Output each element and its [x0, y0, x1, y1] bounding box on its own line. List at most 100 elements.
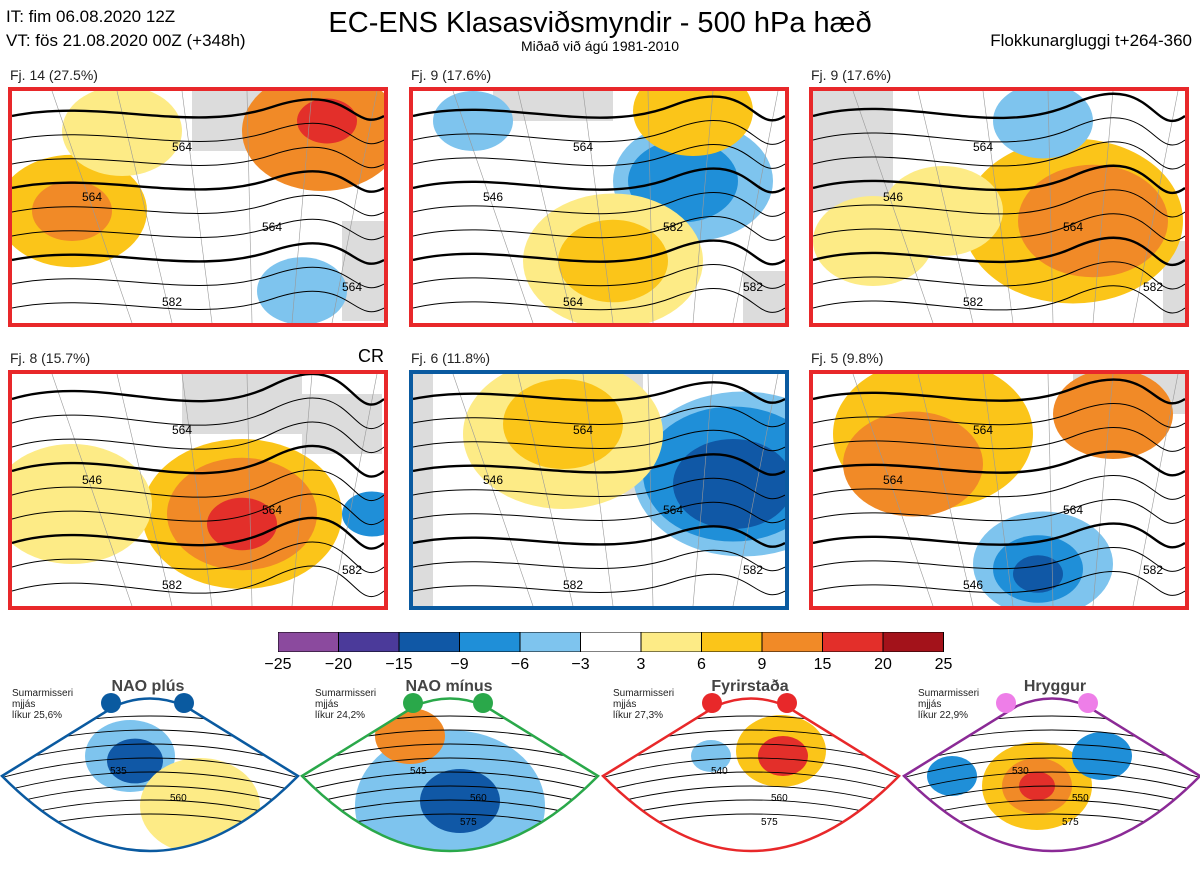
height-contour [813, 378, 1185, 405]
contour-label: 564 [262, 220, 282, 234]
height-contour [813, 547, 1185, 572]
graticule-line [582, 91, 614, 323]
anomaly-shading [342, 491, 384, 537]
cluster-map-panel: 564 564 564 582 564 [8, 87, 388, 327]
height-contour [12, 374, 384, 406]
height-contour [603, 785, 899, 807]
map-canvas: 546 564 582 564 582 [413, 91, 785, 323]
height-contour [12, 290, 384, 313]
height-contour [12, 194, 384, 217]
height-contour [302, 785, 598, 807]
height-contour [413, 95, 785, 122]
height-contour [12, 469, 384, 502]
height-contour [12, 242, 384, 265]
regime-marker-dot [996, 693, 1016, 713]
contour-label: 546 [483, 473, 503, 487]
colorbar-tick: 6 [697, 656, 706, 673]
panel-label: Fj. 9 (17.6%) [411, 67, 492, 83]
contour-label: 546 [883, 190, 903, 204]
map-canvas: 546 564 564 582 582 [12, 374, 384, 606]
regime-map: 540 560 575 [601, 693, 901, 853]
contour-label: 564 [342, 280, 362, 294]
colorbar-swatch [278, 632, 339, 652]
anomaly-shading [843, 411, 983, 517]
contour-label: 582 [162, 578, 182, 592]
graticule-line [181, 91, 213, 323]
graticule-line [331, 374, 378, 606]
height-contour [12, 98, 384, 121]
regime-marker-dot [174, 693, 194, 713]
graticule-line [732, 91, 779, 323]
graticule-line [181, 374, 213, 606]
regime-outline [902, 697, 1200, 853]
height-contour [12, 565, 384, 598]
regime-map: 535 560 [0, 693, 300, 853]
graticule-line [582, 374, 614, 606]
contour-label: 582 [162, 295, 182, 309]
height-contour [904, 785, 1200, 807]
height-contour [813, 571, 1185, 596]
height-contour [413, 525, 785, 548]
graticule-line [852, 374, 934, 606]
height-contour [813, 189, 1185, 218]
contour-label: 564 [883, 473, 903, 487]
regime-marker-dot [777, 693, 797, 713]
contour-label: 545 [410, 766, 427, 777]
height-contour [413, 405, 785, 428]
height-contour [413, 477, 785, 500]
contour-label: 575 [761, 817, 778, 828]
height-contour [12, 444, 384, 478]
height-contour [413, 192, 785, 217]
graticule-line [647, 374, 654, 606]
height-contour [813, 427, 1185, 452]
anomaly-shading [1018, 164, 1168, 278]
graticule-line [852, 91, 934, 323]
anomaly-shading [1072, 732, 1132, 780]
contour-label: 564 [973, 423, 993, 437]
height-contour [813, 499, 1185, 524]
height-contour [413, 573, 785, 596]
height-contour [12, 493, 384, 526]
height-contour [813, 141, 1185, 170]
height-contour [413, 453, 785, 476]
anomaly-shading [758, 736, 808, 776]
contour-label: 564 [663, 503, 683, 517]
contour-label: 550 [1072, 793, 1089, 804]
graticule-line [452, 91, 534, 323]
colorbar-tick: 3 [636, 656, 646, 673]
colorbar-tick: −3 [571, 656, 590, 673]
contour-label: 560 [170, 793, 187, 804]
contour-label: 546 [963, 578, 983, 592]
graticule-line [692, 374, 714, 606]
height-contour [413, 239, 785, 266]
height-contour [813, 92, 1185, 123]
height-contour [603, 743, 899, 765]
valid-time: VT: fös 21.08.2020 00Z (+348h) [6, 31, 246, 50]
height-contour [413, 144, 785, 169]
anomaly-shading [297, 98, 357, 144]
colorbar-swatch [519, 632, 581, 652]
land-mask [813, 91, 893, 211]
height-contour [413, 120, 785, 145]
height-contour [813, 117, 1185, 146]
graticule-line [291, 374, 313, 606]
graticule-line [51, 374, 133, 606]
height-contour [813, 213, 1185, 242]
graticule-line [1092, 374, 1114, 606]
height-contour [413, 501, 785, 524]
colorbar-tick: 20 [874, 656, 892, 673]
contour-label: 546 [82, 473, 102, 487]
height-contour [813, 164, 1185, 195]
map-canvas: 546 564 564 582 582 [413, 374, 785, 606]
colorbar-swatch [580, 632, 642, 652]
contour-label: 582 [743, 563, 763, 577]
graticule-line [647, 91, 654, 323]
contour-label: 564 [1063, 220, 1083, 234]
height-contour [12, 421, 384, 454]
contour-label: 575 [460, 817, 477, 828]
colorbar-swatch [459, 632, 521, 652]
height-contour [813, 403, 1185, 428]
contour-label: 575 [1062, 817, 1079, 828]
graticule-line [1132, 374, 1179, 606]
height-contour [813, 450, 1185, 477]
